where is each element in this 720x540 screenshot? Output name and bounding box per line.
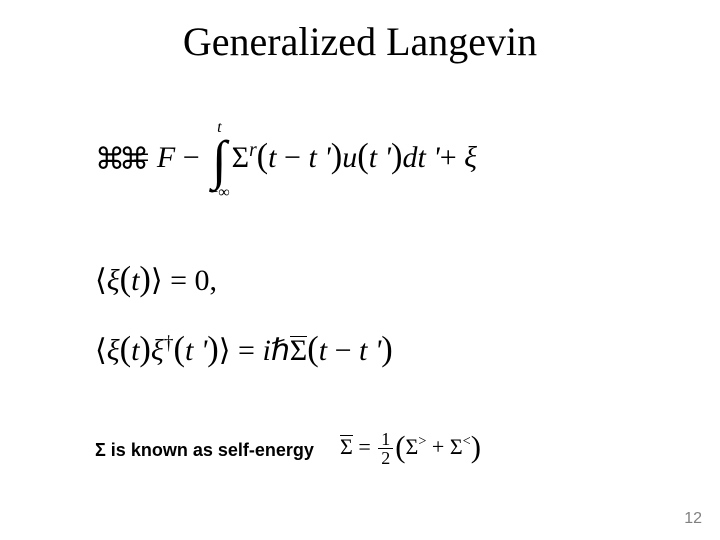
eq3-open3: ( xyxy=(307,330,319,368)
eq1-close1: ) xyxy=(331,137,343,175)
fe-close: ) xyxy=(471,430,481,464)
equation-2: ⟨ξ(t)⟩ = 0, xyxy=(95,260,217,299)
equation-3: ⟨ξ(t)ξ†(t ')⟩ = iℏΣ(t − t ') xyxy=(95,330,393,369)
footnote-equation: Σ = 12(Σ> + Σ<) xyxy=(340,430,481,467)
fe-sup-lt: < xyxy=(463,434,471,450)
eq1-plus: + xyxy=(440,141,464,174)
eq3-rangle: ⟩ xyxy=(219,334,231,367)
eq3-minus: − xyxy=(327,334,359,367)
slide-title: Generalized Langevin xyxy=(0,18,720,65)
fe-open: ( xyxy=(395,430,405,464)
eq2-rangle: ⟩ xyxy=(151,264,163,297)
eq3-equals: = xyxy=(231,334,263,367)
eq1-lhs-glitch: ⌘⌘ xyxy=(95,145,125,175)
fe-plus: + xyxy=(426,434,449,459)
eq3-close3: ) xyxy=(381,330,393,368)
fe-sigma1: Σ xyxy=(406,434,419,459)
fe-sigma2: Σ xyxy=(450,434,463,459)
eq3-tprime2: t ' xyxy=(359,334,381,367)
eq1-minus: − xyxy=(175,141,207,174)
eq3-hbar: ℏ xyxy=(271,334,290,367)
eq3-close2: ) xyxy=(207,330,219,368)
fe-sigma-bar: Σ xyxy=(340,434,353,460)
eq2-open: ( xyxy=(120,260,132,298)
eq3-xi2: ξ xyxy=(151,334,164,367)
eq1-xi: ξ xyxy=(464,141,477,174)
eq1-sup-r: r xyxy=(249,140,257,161)
eq1-tprime: t ' xyxy=(308,141,330,174)
eq3-langle: ⟨ xyxy=(95,334,107,367)
eq3-tprime: t ' xyxy=(185,334,207,367)
eq1-integral: t∫−∞ xyxy=(209,120,229,201)
equation-1: ⌘⌘ = F − t∫−∞Σr(t − t ')u(t ')dt '+ ξ xyxy=(95,120,477,201)
fe-fraction: 12 xyxy=(378,430,393,467)
eq1-u: u xyxy=(342,141,357,174)
eq2-langle: ⟨ xyxy=(95,264,107,297)
eq3-dagger: † xyxy=(164,333,174,354)
eq1-minus2: − xyxy=(277,141,309,174)
eq2-close: ) xyxy=(139,260,151,298)
eq3-i: i xyxy=(262,334,270,367)
eq2-xi: ξ xyxy=(107,264,120,297)
eq1-F: F xyxy=(157,141,175,174)
eq1-open2: ( xyxy=(357,137,369,175)
eq3-t2: t xyxy=(319,334,327,367)
eq1-sigma: Σ xyxy=(232,141,249,174)
footnote-text: Σ is known as self-energy xyxy=(95,440,314,461)
eq3-sigma-bar: Σ xyxy=(290,334,307,368)
eq2-equals-zero: = 0, xyxy=(163,264,217,297)
eq3-open2: ( xyxy=(174,330,186,368)
page-number: 12 xyxy=(684,510,702,528)
eq3-xi1: ξ xyxy=(107,334,120,367)
eq1-close2: ) xyxy=(391,137,403,175)
eq3-close1: ) xyxy=(139,330,151,368)
eq1-tprime2: t ' xyxy=(369,141,391,174)
eq3-open1: ( xyxy=(120,330,132,368)
eq1-dt: dt ' xyxy=(402,141,439,174)
eq1-t: t xyxy=(268,141,276,174)
eq1-open1: ( xyxy=(257,137,269,175)
fe-equals: = xyxy=(353,434,376,459)
